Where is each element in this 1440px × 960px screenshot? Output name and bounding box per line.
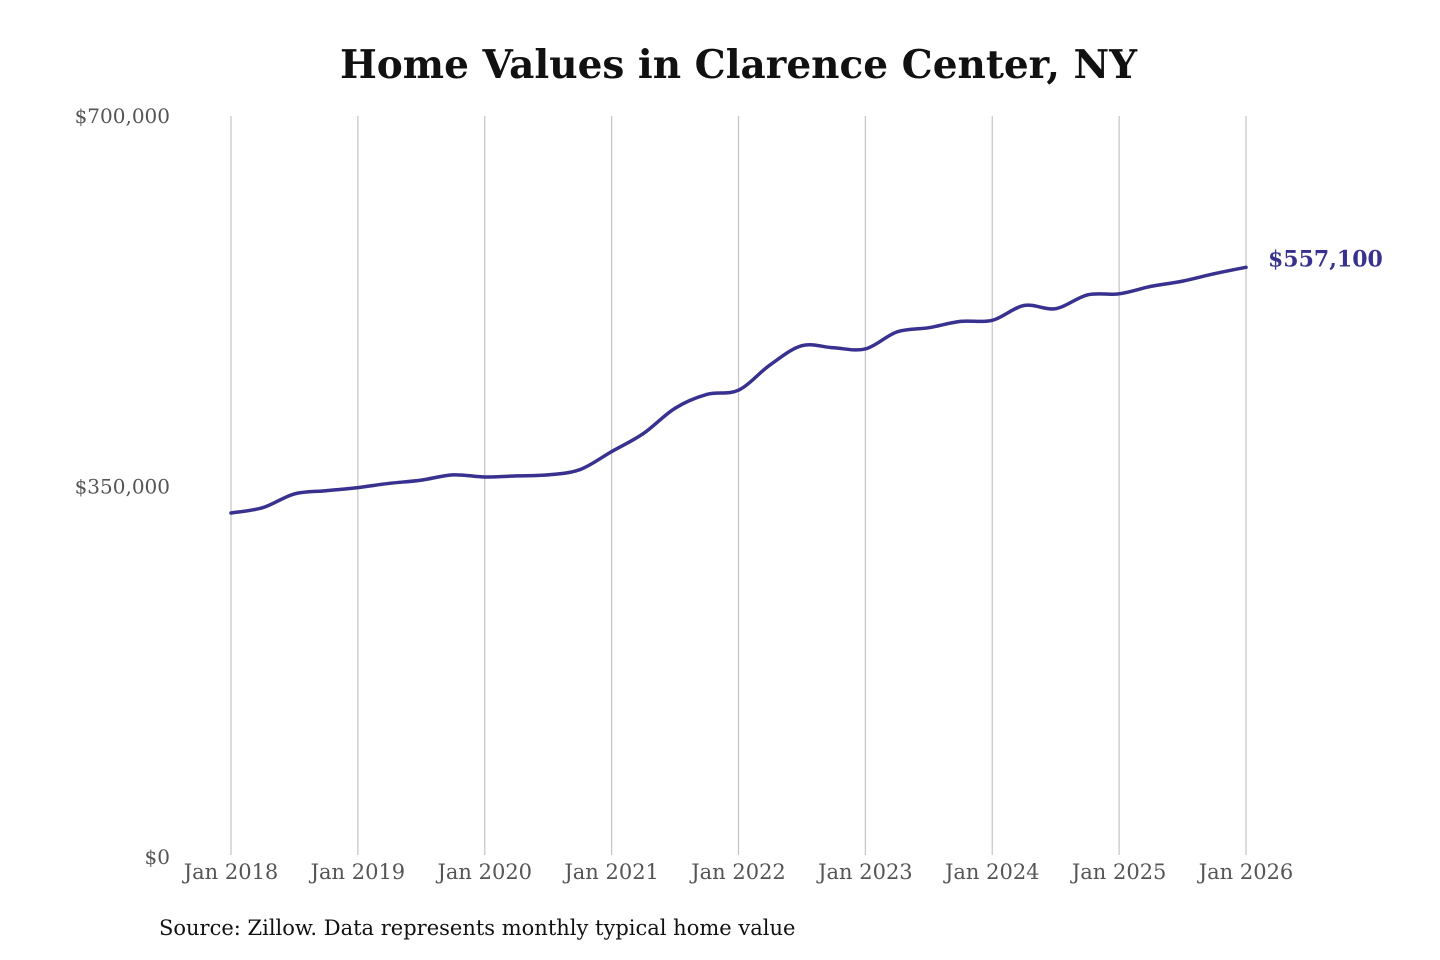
data-point (768, 363, 772, 367)
data-point (736, 388, 741, 392)
data-point (546, 473, 550, 477)
data-point (229, 511, 233, 515)
y-tick-label: $700,000 (75, 104, 170, 128)
data-point (1181, 279, 1185, 283)
data-point (610, 450, 614, 454)
data-point (483, 475, 487, 479)
x-tick-label: Jan 2022 (689, 860, 786, 884)
data-point (673, 406, 677, 410)
data-point (292, 492, 296, 496)
data-point (419, 478, 423, 482)
data-point (832, 346, 836, 350)
data-point (990, 318, 994, 322)
x-tick-label: Jan 2026 (1197, 860, 1294, 884)
y-axis-ticks: $0 $350,000 $700,000 (75, 104, 170, 869)
data-point (895, 330, 899, 334)
data-point (1085, 293, 1089, 297)
data-point (451, 473, 455, 477)
end-value-label: $557,100 (1268, 246, 1383, 272)
data-point (1022, 303, 1026, 308)
data-point (1117, 292, 1121, 296)
series-layer (229, 265, 1248, 515)
data-point (800, 344, 804, 348)
y-tick-label: $0 (145, 845, 170, 869)
data-point (356, 486, 360, 490)
data-point (641, 432, 645, 436)
x-tick-label: Jan 2019 (309, 860, 406, 884)
data-point (514, 474, 519, 478)
data-point (705, 392, 709, 396)
data-point (1212, 272, 1216, 276)
y-tick-label: $350,000 (75, 475, 170, 499)
data-point (324, 489, 328, 493)
data-point (388, 481, 392, 485)
chart-title: Home Values in Clarence Center, NY (339, 42, 1138, 88)
end-label-layer: $557,100 (1268, 246, 1383, 272)
data-point (927, 326, 931, 330)
data-point (958, 319, 963, 323)
x-tick-label: Jan 2025 (1070, 860, 1167, 884)
x-tick-label: Jan 2018 (182, 860, 279, 884)
data-point (1149, 284, 1153, 288)
x-tick-label: Jan 2023 (816, 860, 913, 884)
x-axis-ticks: Jan 2018 Jan 2019 Jan 2020 Jan 2021 Jan 2022… (182, 860, 1294, 884)
data-point (1244, 265, 1248, 269)
x-tick-label: Jan 2020 (435, 860, 532, 884)
x-tick-label: Jan 2024 (943, 860, 1040, 884)
data-point (1054, 307, 1058, 311)
data-point (863, 347, 868, 351)
source-note: Source: Zillow. Data represents monthly … (159, 916, 796, 940)
x-tick-label: Jan 2021 (562, 860, 659, 884)
data-point (261, 506, 265, 510)
gridlines (230, 116, 1247, 855)
data-point (578, 468, 582, 472)
